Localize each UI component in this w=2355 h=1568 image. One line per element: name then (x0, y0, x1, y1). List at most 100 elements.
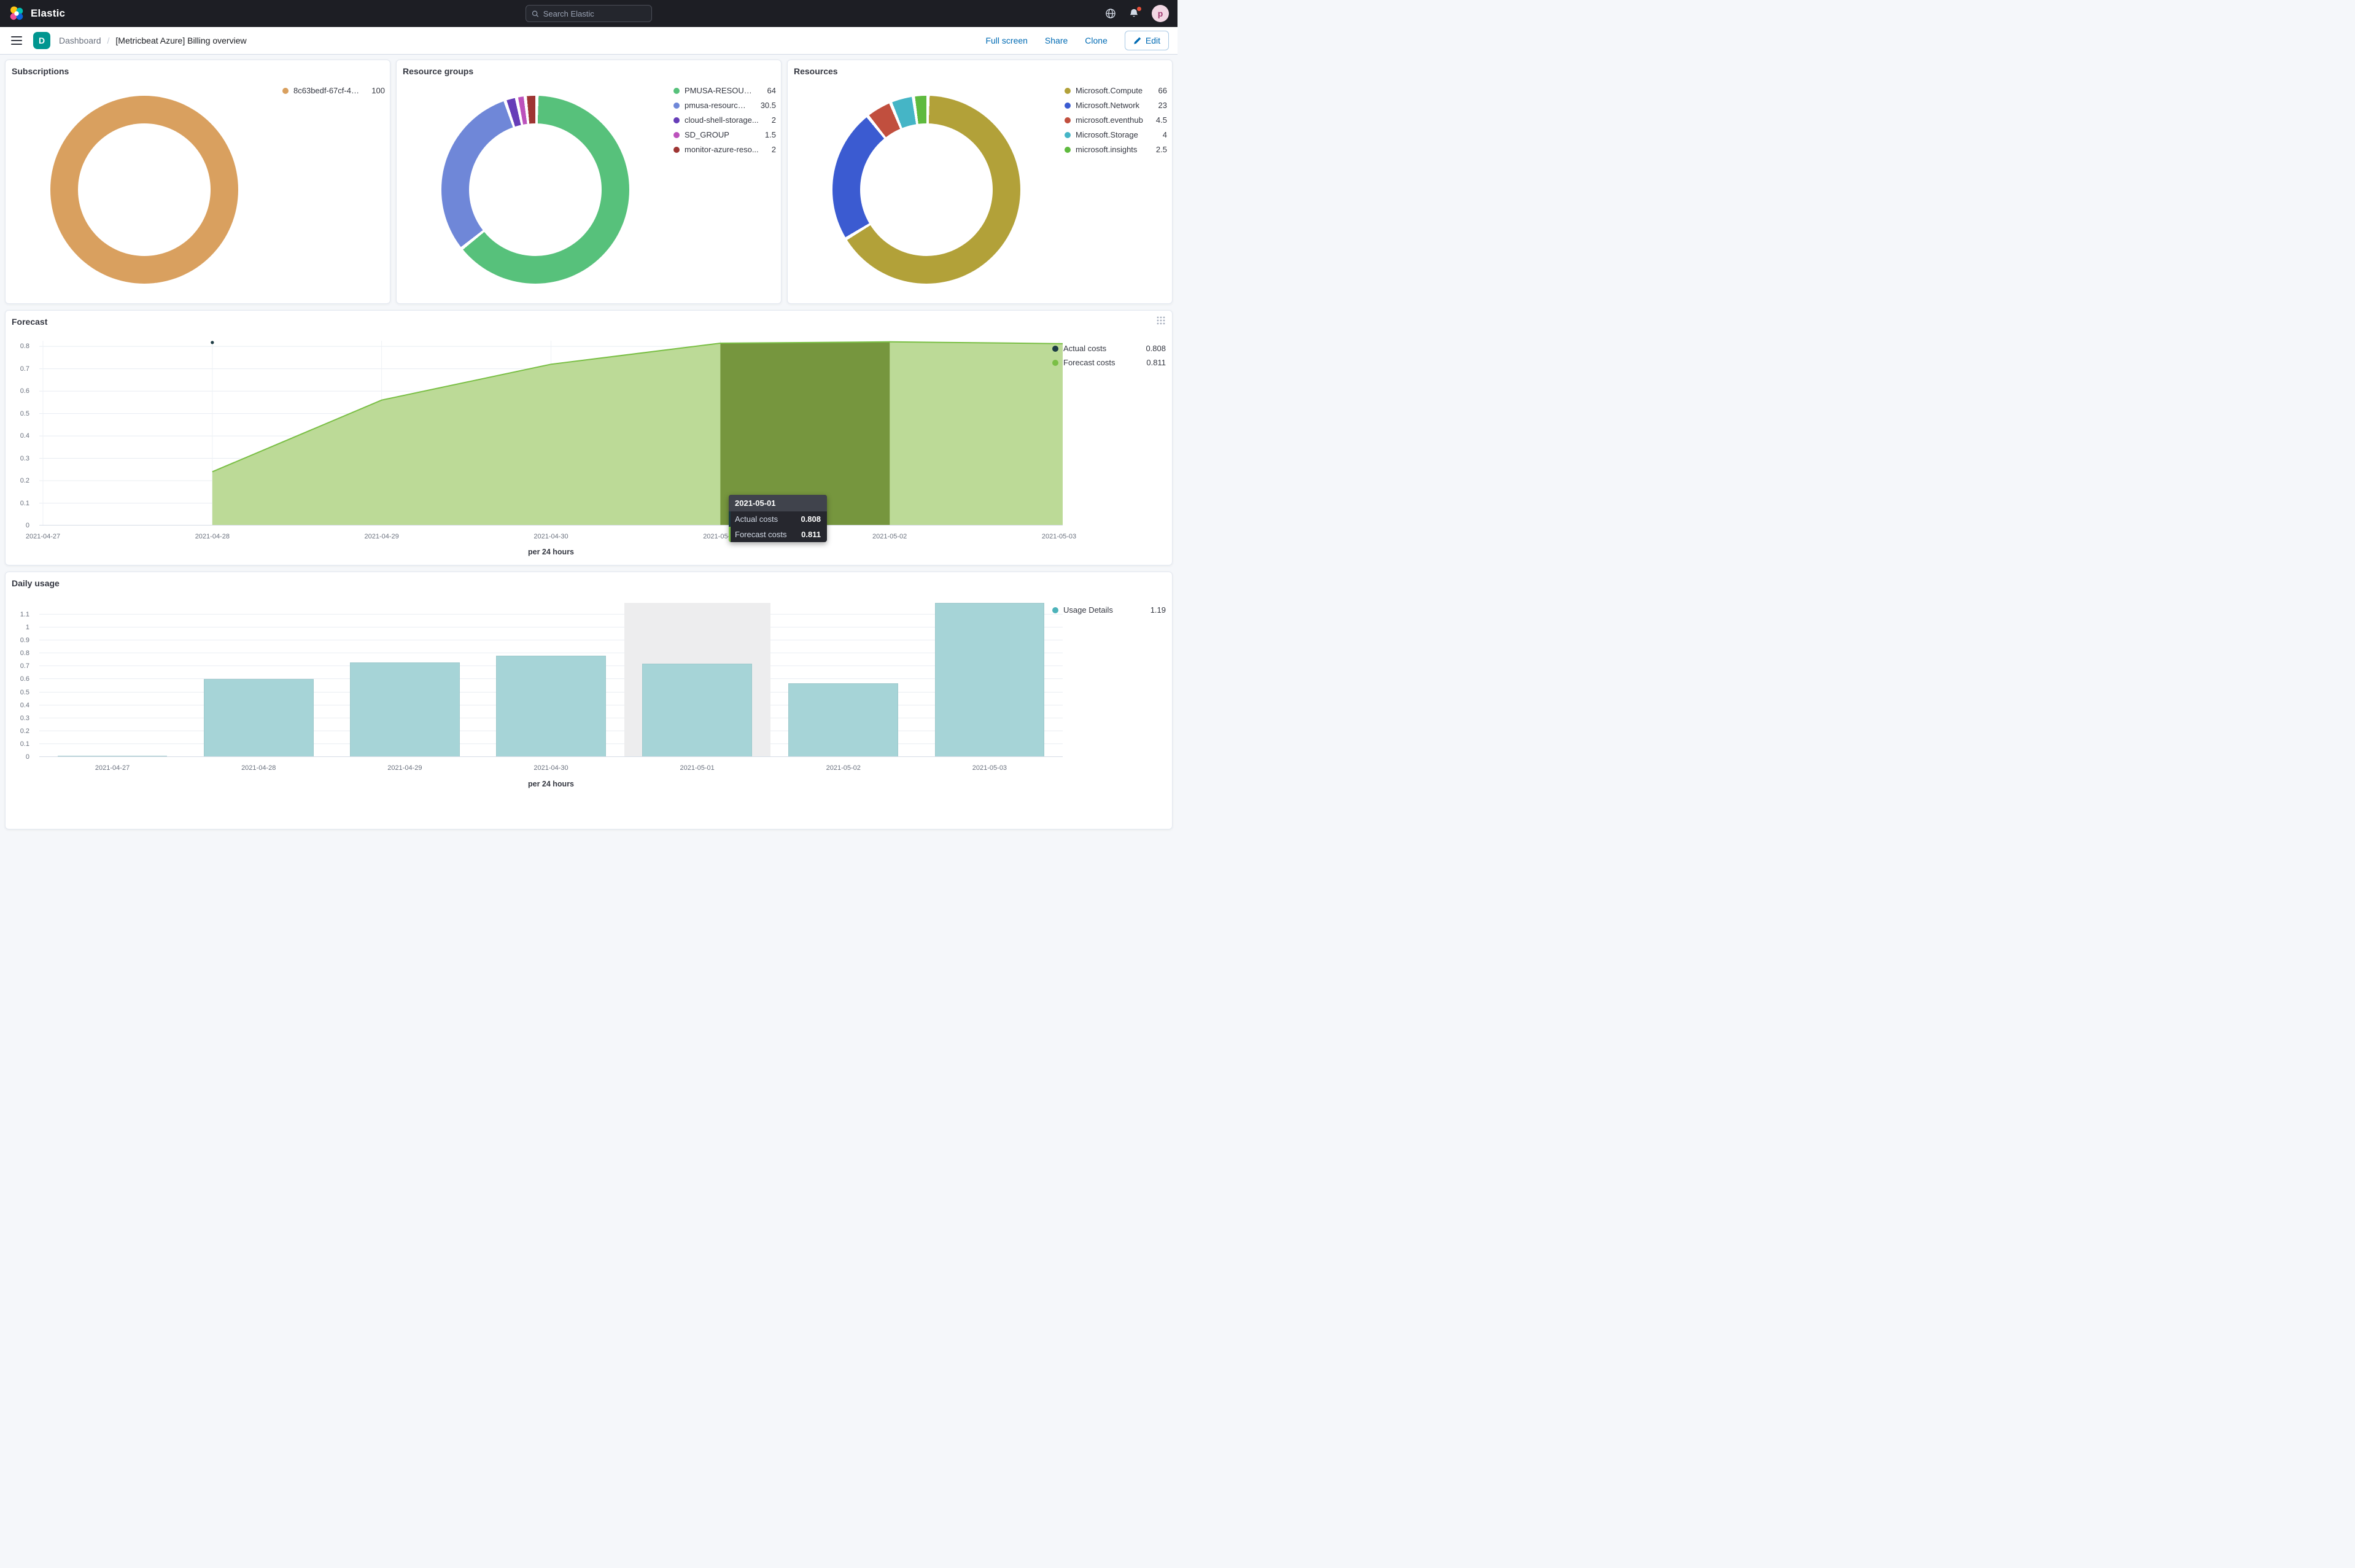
y-tick-label: 0.4 (20, 701, 29, 709)
legend-item[interactable]: PMUSA-RESOURCE... 64 (673, 86, 776, 96)
edit-label: Edit (1145, 36, 1160, 45)
legend-label: cloud-shell-storage... (685, 115, 759, 125)
x-tick-label: 2021-05-01 (680, 764, 715, 772)
daily-usage-bar-chart[interactable] (39, 603, 1063, 757)
edit-button[interactable]: Edit (1124, 31, 1169, 50)
search-input[interactable] (543, 9, 646, 18)
subscriptions-legend: 8c63bedf-67cf-496... 100 (282, 76, 390, 303)
donut-chart-area (6, 76, 282, 303)
forecast-x-axis: 2021-04-27 2021-04-28 2021-04-29 2021-04-30… (26, 533, 1076, 541)
daily-usage-x-axis-title: per 24 hours (527, 780, 575, 788)
panel-resources: Resources Microsoft.Compute 66 Microsoft.N… (787, 60, 1173, 304)
chart-tooltip: 2021-05-01 Actual costs 0.808 Forecast c… (729, 495, 827, 542)
legend-item[interactable]: 8c63bedf-67cf-496... 100 (282, 86, 385, 96)
daily-usage-y-axis: 0 0.1 0.2 0.3 0.4 0.5 0.6 0.7 0.8 0.9 1 1.1 (6, 603, 34, 761)
legend-dot (1065, 103, 1071, 109)
brand-name: Elastic (31, 7, 66, 19)
notifications-icon[interactable] (1128, 6, 1142, 19)
notification-badge (1136, 6, 1142, 12)
legend-value: 66 (1158, 86, 1167, 95)
daily-usage-legend: Usage Details 1.19 (1052, 605, 1166, 615)
legend-item[interactable]: Actual costs 0.808 (1052, 344, 1166, 354)
x-axis-line (39, 756, 1063, 757)
legend-item[interactable]: cloud-shell-storage... 2 (673, 115, 776, 125)
breadcrumb-dashboard[interactable]: Dashboard (59, 36, 101, 45)
y-tick-label: 0.8 (20, 343, 29, 351)
x-tick-label: 2021-04-27 (25, 533, 61, 540)
y-tick-label: 0.7 (20, 662, 29, 670)
legend-item[interactable]: microsoft.eventhub 4.5 (1065, 115, 1167, 125)
legend-value: 30.5 (760, 101, 776, 110)
global-header: Elastic p (0, 0, 1178, 27)
legend-label: pmusa-resource-gr... (685, 101, 750, 110)
legend-dot (1065, 147, 1071, 153)
bar-2021-04-28[interactable] (203, 679, 314, 757)
dashboard-content: Subscriptions 8c63bedf-67cf-496... 100 Re… (0, 55, 1178, 834)
legend-value: 1.19 (1150, 605, 1166, 615)
bar-2021-05-03[interactable] (934, 603, 1045, 757)
legend-label: microsoft.insights (1076, 145, 1138, 154)
y-tick-label: 0.5 (20, 688, 29, 696)
legend-item[interactable]: monitor-azure-reso... 2 (673, 145, 776, 155)
share-button[interactable]: Share (1044, 36, 1068, 45)
legend-item[interactable]: Forecast costs 0.811 (1052, 358, 1166, 368)
x-tick-label: 2021-04-28 (195, 533, 230, 540)
panel-options-icon[interactable] (1155, 314, 1167, 330)
x-tick-label: 2021-04-30 (533, 533, 568, 540)
legend-value: 2 (771, 145, 776, 154)
toolbar-actions: Full screen Share Clone Edit (985, 31, 1169, 50)
search-icon (532, 10, 539, 17)
tooltip-label: Actual costs (735, 514, 778, 524)
tooltip-value: 0.811 (801, 530, 821, 539)
panel-title: Resources (794, 66, 838, 76)
space-avatar[interactable]: D (33, 32, 50, 49)
legend-label: Microsoft.Compute (1076, 86, 1143, 95)
legend-label: PMUSA-RESOURCE... (685, 86, 756, 95)
resource-groups-donut-chart[interactable] (441, 96, 629, 284)
legend-item[interactable]: SD_GROUP 1.5 (673, 130, 776, 140)
legend-item[interactable]: Microsoft.Network 23 (1065, 101, 1167, 111)
legend-value: 2.5 (1155, 145, 1167, 154)
legend-dot (1065, 88, 1071, 94)
menu-icon[interactable] (9, 34, 25, 47)
bar-2021-04-29[interactable] (350, 662, 460, 757)
subscriptions-donut-chart[interactable] (50, 96, 238, 284)
legend-item[interactable]: Usage Details 1.19 (1052, 605, 1166, 615)
bar-2021-05-01[interactable] (642, 664, 752, 757)
legend-label: Microsoft.Storage (1076, 130, 1138, 139)
x-tick-label: 2021-04-30 (533, 764, 568, 772)
full-screen-button[interactable]: Full screen (985, 36, 1028, 45)
x-tick-label: 2021-05-03 (972, 764, 1007, 772)
legend-label: monitor-azure-reso... (685, 145, 759, 154)
legend-item[interactable]: Microsoft.Storage 4 (1065, 130, 1167, 140)
legend-item[interactable]: microsoft.insights 2.5 (1065, 145, 1167, 155)
user-avatar[interactable]: p (1152, 5, 1169, 22)
legend-dot (1052, 346, 1058, 352)
x-tick-label: 2021-04-29 (364, 533, 399, 540)
x-tick-label: 2021-04-29 (387, 764, 422, 772)
resource-groups-legend: PMUSA-RESOURCE... 64 pmusa-resource-gr... 3… (673, 76, 781, 303)
globe-icon[interactable] (1105, 8, 1116, 19)
legend-dot (1052, 607, 1058, 613)
header-actions: p (1105, 5, 1169, 22)
donut-row: Subscriptions 8c63bedf-67cf-496... 100 Re… (5, 60, 1173, 304)
legend-item[interactable]: Microsoft.Compute 66 (1065, 86, 1167, 96)
panel-title: Forecast (12, 317, 48, 327)
legend-dot (282, 88, 289, 94)
resources-donut-chart[interactable] (832, 96, 1020, 284)
legend-value: 64 (767, 86, 776, 95)
y-tick-label: 0.1 (20, 740, 29, 748)
bar-2021-05-02[interactable] (788, 683, 899, 757)
panel-forecast: Forecast 0 0.1 0.2 0.3 0.4 0.5 0.6 0.7 0.8 2021-… (5, 310, 1173, 565)
global-search[interactable] (526, 5, 652, 22)
elastic-logo (10, 6, 23, 20)
forecast-area-chart[interactable] (39, 341, 1063, 526)
bar-2021-04-30[interactable] (496, 656, 606, 757)
legend-value: 0.811 (1146, 358, 1166, 367)
home-link[interactable]: Elastic (9, 6, 65, 21)
y-tick-label: 0 (25, 753, 29, 761)
panel-title: Resource groups (403, 66, 474, 76)
legend-dot (673, 117, 680, 123)
clone-button[interactable]: Clone (1085, 36, 1108, 45)
legend-item[interactable]: pmusa-resource-gr... 30.5 (673, 101, 776, 111)
